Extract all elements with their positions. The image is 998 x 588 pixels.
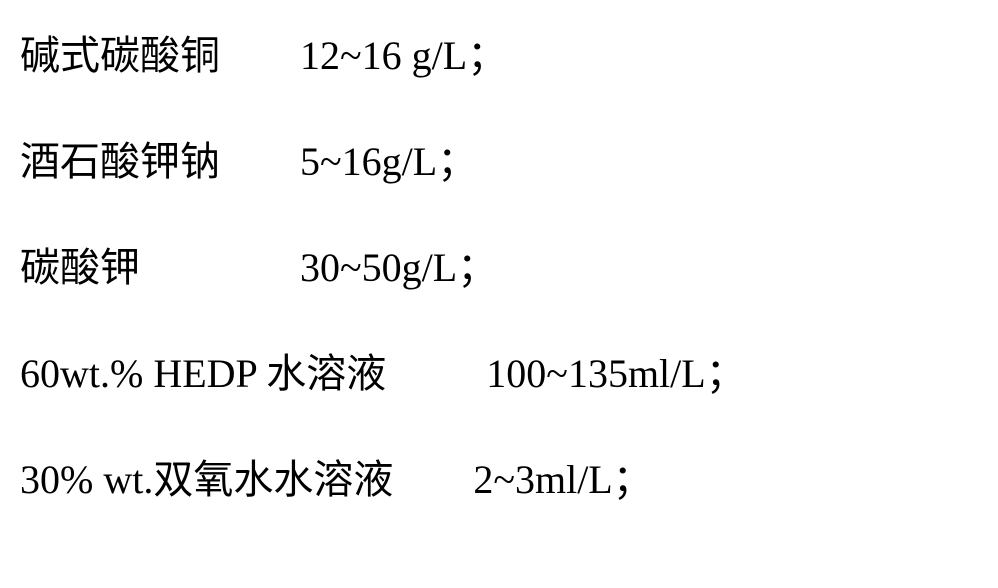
- chemical-row: 碱式碳酸铜 12~16 g/L；: [20, 30, 978, 82]
- chemical-value: 30~50g/L；: [300, 242, 497, 294]
- chemical-name: 60wt.% HEDP 水溶液: [20, 348, 386, 400]
- chemical-composition-list: 碱式碳酸铜 12~16 g/L； 酒石酸钾钠 5~16g/L； 碳酸钾 30~5…: [20, 30, 978, 506]
- chemical-value: 5~16g/L；: [300, 136, 477, 188]
- chemical-row: 60wt.% HEDP 水溶液 100~135ml/L；: [20, 348, 978, 400]
- chemical-row: 30% wt.双氧水水溶液 2~3ml/L；: [20, 454, 978, 506]
- chemical-name: 碱式碳酸铜: [20, 30, 220, 82]
- chemical-name: 碳酸钾: [20, 242, 140, 294]
- chemical-value: 100~135ml/L；: [486, 348, 745, 400]
- chemical-row: 酒石酸钾钠 5~16g/L；: [20, 136, 978, 188]
- chemical-name: 酒石酸钾钠: [20, 136, 220, 188]
- chemical-row: 碳酸钾 30~50g/L；: [20, 242, 978, 294]
- chemical-name: 30% wt.双氧水水溶液: [20, 454, 393, 506]
- chemical-value: 2~3ml/L；: [473, 454, 652, 506]
- chemical-value: 12~16 g/L；: [300, 30, 507, 82]
